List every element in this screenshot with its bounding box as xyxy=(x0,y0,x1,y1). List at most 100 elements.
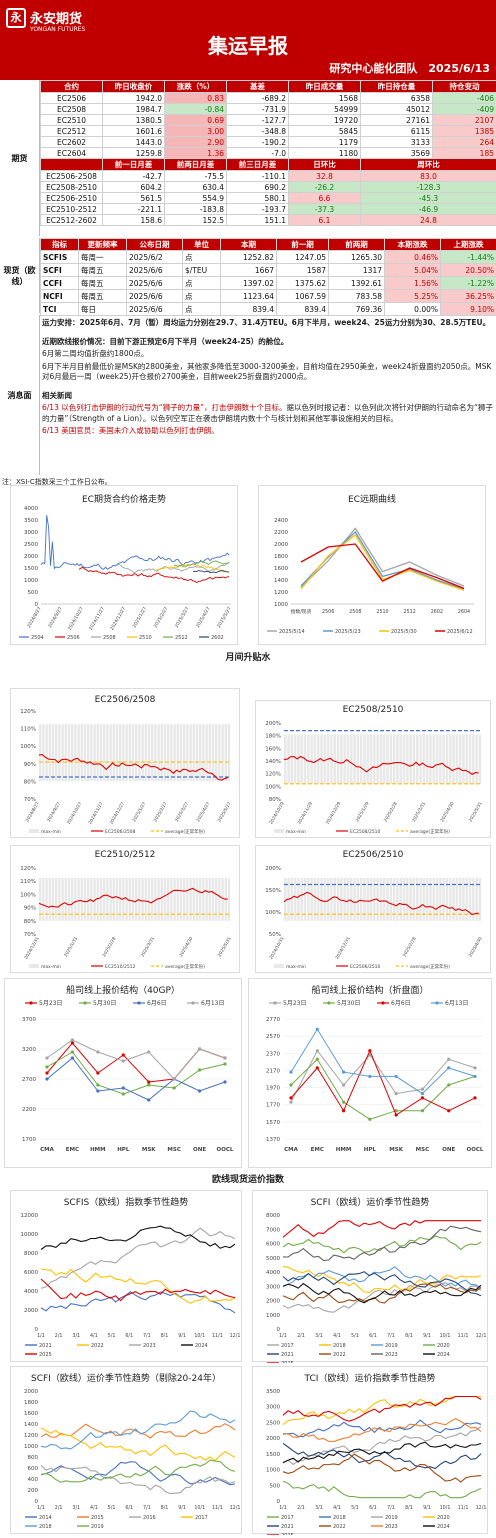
table-cell: 3133 xyxy=(360,136,433,148)
tick-label: 1700 xyxy=(22,1137,36,1143)
legend-label: 2019 xyxy=(385,1343,398,1349)
table-cell: CCFI xyxy=(40,276,79,290)
range-bar xyxy=(435,734,439,784)
table-cell: 158.6 xyxy=(102,214,165,226)
tick-label: 1400 xyxy=(24,1422,38,1428)
tick-label: 1000 xyxy=(24,578,38,584)
tick-label: 1600 xyxy=(24,1411,38,1417)
tick-label: 2000 xyxy=(24,554,38,560)
range-bar xyxy=(475,734,478,784)
data-point xyxy=(223,1062,227,1066)
legend-label: max-min xyxy=(41,829,61,835)
range-bar xyxy=(39,724,42,782)
x-tick-label: 2025/4/27 xyxy=(195,801,211,823)
x-tick-label: 2025/5/27 xyxy=(216,606,233,629)
range-bar xyxy=(303,877,307,921)
range-bar xyxy=(432,877,435,921)
data-point xyxy=(394,1074,398,1079)
table-cell: 1667 xyxy=(220,263,277,277)
range-bar xyxy=(317,734,320,784)
table-cell: 1392.61 xyxy=(328,276,385,290)
tick-label: 0 xyxy=(35,1499,39,1505)
range-bar xyxy=(224,724,227,782)
table-cell: TCI xyxy=(40,302,79,316)
legend-label: 2018 xyxy=(333,1343,346,1349)
chart-title: EC2508/2510 xyxy=(342,705,404,715)
range-bar xyxy=(183,724,186,782)
x-tick-label: 7/1 xyxy=(387,1333,395,1339)
range-bar xyxy=(39,877,42,921)
table-cell: 839.4 xyxy=(220,302,277,316)
range-bar xyxy=(51,724,55,782)
range-bar xyxy=(369,877,373,921)
range-bar xyxy=(42,877,45,921)
range-bar xyxy=(163,877,167,921)
chart-title: 船司线上报价结构（折盘面） xyxy=(311,986,429,996)
range-bar xyxy=(310,877,313,921)
series-line xyxy=(290,1058,476,1120)
range-bar xyxy=(373,734,376,784)
news-body: 运力安排：2025年6月、7月（暂）周均运力分别在29.7、31.4万TEU。6… xyxy=(42,318,494,439)
range-bar xyxy=(429,734,432,784)
range-bar xyxy=(215,877,218,921)
chart-title: EC期货合约价格走势 xyxy=(82,495,166,505)
tick-label: 1570 xyxy=(266,1120,280,1126)
range-bar xyxy=(313,734,317,784)
futures-header: 昨日持仓量 xyxy=(360,80,433,93)
range-bar xyxy=(154,877,157,921)
table-cell: 1375.62 xyxy=(276,276,329,290)
x-tick-label: 7/1 xyxy=(143,1333,151,1339)
data-point xyxy=(289,1083,293,1087)
range-bar xyxy=(336,877,340,921)
chart-ec2508-2510: EC2508/2510 80% 100% 120% 140% 160% 180% 200% 2… xyxy=(255,700,491,838)
data-point xyxy=(172,1077,176,1081)
range-bar xyxy=(61,877,64,921)
table-cell: EC2506-2508 xyxy=(40,170,103,182)
series-line xyxy=(282,1417,482,1443)
series-line xyxy=(290,1049,476,1116)
tick-label: 7000 xyxy=(266,1227,280,1233)
x-tick-label: 8/1 xyxy=(161,1333,169,1339)
news-line-2: 据以色列时报记者：以色列此次将针对伊朗的行动命名为“狮子的力量”（Strengt… xyxy=(42,403,493,423)
series-line xyxy=(300,534,465,591)
chart-tci-seasonal: TCI（欧线）运价指数季节性趋势 0 500 1000 1500 2000 2500 300… xyxy=(252,1366,488,1535)
range-bar xyxy=(392,877,396,921)
range-bar xyxy=(458,877,462,921)
range-bar xyxy=(106,877,109,921)
capacity-note: 运力安排：2025年6月、7月（暂）周均运力分别在29.7、31.4万TEU。6… xyxy=(42,318,491,327)
tick-label: 2500 xyxy=(24,542,38,548)
range-bar xyxy=(429,877,432,921)
range-bar xyxy=(386,877,389,921)
x-tick-label: 2024/11/27 xyxy=(87,801,105,826)
series-line xyxy=(282,1453,482,1483)
legend-label: average(正常年份) xyxy=(410,828,450,835)
range-bar xyxy=(160,877,163,921)
data-point xyxy=(473,1074,477,1079)
table-cell: 1317 xyxy=(328,263,385,277)
range-bar xyxy=(363,734,366,784)
table-cell: 每周五 xyxy=(78,289,127,303)
tick-label: 1000 xyxy=(274,602,288,608)
news-line-1: 6/13 以色列打击伊朗的行动代号为“狮子的力量”，打击伊朗数十个目标。 xyxy=(42,403,287,412)
tick-label: 110% xyxy=(20,727,36,733)
range-bar xyxy=(96,877,99,921)
range-bar xyxy=(115,877,119,921)
table-cell: -127.7 xyxy=(226,114,289,126)
data-point xyxy=(368,1053,372,1057)
series-line xyxy=(46,1057,226,1101)
tick-label: 2170 xyxy=(266,1068,280,1074)
range-bar xyxy=(376,734,379,784)
range-bar xyxy=(402,877,406,921)
data-point xyxy=(45,1056,49,1060)
table-cell: -190.2 xyxy=(226,136,289,148)
x-tick-label: 1/1 xyxy=(37,1333,45,1339)
range-bar xyxy=(186,724,189,782)
range-bar xyxy=(67,724,71,782)
table-cell: 1179 xyxy=(288,136,361,148)
chart-title: EC2510/2512 xyxy=(94,850,156,860)
range-bar xyxy=(359,734,363,784)
legend-swatch xyxy=(274,829,284,833)
table-cell: 3.00 xyxy=(164,125,227,137)
table-cell: 2025/6/6 xyxy=(126,302,183,316)
spot-side-label: 现货（欧线） xyxy=(0,238,40,313)
